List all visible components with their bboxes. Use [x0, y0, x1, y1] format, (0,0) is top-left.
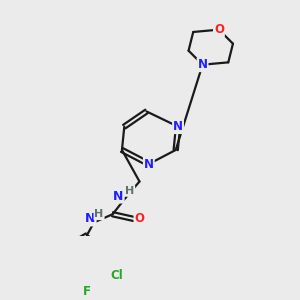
Text: N: N [198, 58, 208, 71]
Text: H: H [94, 209, 104, 219]
Text: N: N [173, 120, 183, 133]
Text: O: O [134, 212, 145, 225]
Text: H: H [125, 186, 134, 196]
Text: N: N [113, 190, 124, 202]
Text: O: O [214, 23, 224, 36]
Text: N: N [144, 158, 154, 170]
Text: F: F [83, 285, 91, 298]
Text: N: N [85, 212, 96, 225]
Text: Cl: Cl [110, 269, 123, 282]
